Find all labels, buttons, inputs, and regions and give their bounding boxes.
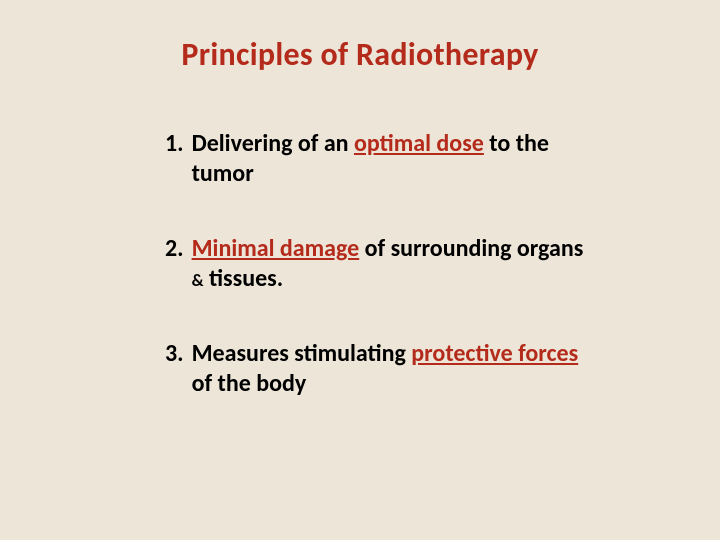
item-text: Delivering of an optimal dose to the tum…	[192, 129, 595, 189]
text-segment: optimal dose	[354, 129, 484, 158]
slide: Principles of Radiotherapy 1. Delivering…	[0, 0, 720, 540]
text-segment: tissues.	[204, 264, 284, 293]
text-segment: Measures stimulating	[192, 339, 412, 368]
item-text: Minimal damage of surrounding organs & t…	[192, 234, 595, 294]
text-segment: Delivering of an	[192, 129, 354, 158]
item-number: 2.	[165, 234, 184, 294]
list-item: 3. Measures stimulating protective force…	[165, 339, 595, 399]
text-segment: of surrounding organs	[359, 234, 583, 263]
text-segment: protective forces	[411, 339, 578, 368]
list-item: 1. Delivering of an optimal dose to the …	[165, 129, 595, 189]
principles-list: 1. Delivering of an optimal dose to the …	[60, 129, 660, 399]
text-segment: &	[192, 270, 204, 291]
text-segment: Minimal damage	[192, 234, 360, 263]
item-number: 3.	[165, 339, 184, 399]
list-item: 2. Minimal damage of surrounding organs …	[165, 234, 595, 294]
text-segment: of the body	[192, 369, 307, 398]
item-number: 1.	[165, 129, 184, 189]
item-text: Measures stimulating protective forces o…	[192, 339, 595, 399]
slide-title: Principles of Radiotherapy	[60, 35, 660, 74]
